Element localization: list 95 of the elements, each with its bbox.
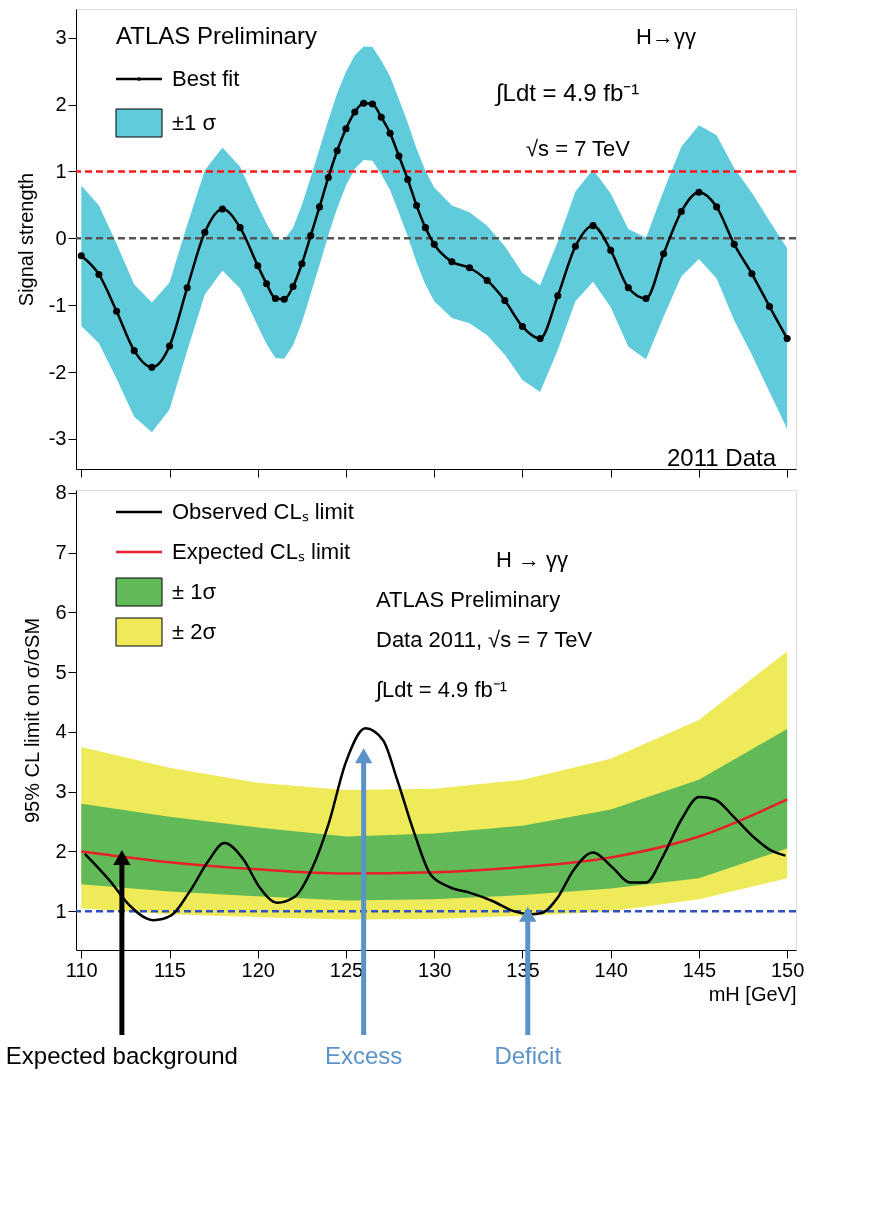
y-tick-label: 5	[55, 660, 67, 683]
annotation: ATLAS Preliminary	[376, 587, 561, 612]
annotation: Excess	[324, 1042, 403, 1069]
y-tick-label: -3	[48, 427, 67, 450]
legend-label: Observed CLₛ limit	[172, 499, 354, 524]
y-tick-label: 6	[55, 600, 67, 623]
line-series	[80, 798, 789, 875]
annotation: H → γγ	[496, 547, 569, 572]
point	[236, 224, 244, 232]
point	[307, 232, 315, 240]
x-tick-label: 150	[770, 958, 805, 981]
x-axis-title: mH [GeV]	[708, 982, 797, 1005]
point	[413, 202, 421, 210]
point	[289, 282, 297, 290]
annotation: ∫Ldt = 4.9 fb⁻¹	[494, 79, 640, 107]
point	[421, 224, 429, 232]
y-tick-label: 2	[55, 93, 67, 116]
point	[783, 335, 791, 343]
y-axis-title: Signal strength	[14, 172, 37, 307]
annotation: Data 2011, √s = 7 TeV	[376, 627, 593, 652]
point	[280, 295, 288, 303]
point	[148, 363, 156, 371]
annotation: √s = 7 TeV	[526, 136, 631, 161]
point	[201, 228, 209, 236]
legend-label: Best fit	[172, 66, 240, 91]
point	[624, 284, 632, 292]
y-tick-label: -2	[48, 360, 67, 383]
legend-label: Expected CLₛ limit	[172, 539, 351, 564]
y-tick-label: 8	[55, 481, 67, 504]
point	[765, 303, 774, 311]
point	[465, 264, 474, 272]
point	[315, 203, 324, 211]
point	[263, 280, 271, 288]
annotation: Deficit	[494, 1042, 562, 1069]
point	[165, 342, 174, 350]
point	[368, 100, 377, 108]
point	[95, 270, 103, 278]
annotation: Expected background	[5, 1042, 238, 1069]
point	[483, 276, 491, 284]
point	[448, 258, 456, 266]
y-tick-label: 1	[55, 159, 67, 182]
point	[298, 260, 306, 268]
point	[395, 152, 403, 160]
legend-label: ± 1σ	[172, 579, 217, 604]
point	[713, 203, 721, 211]
point	[695, 188, 703, 196]
point	[386, 129, 394, 137]
y-tick-label: 0	[55, 226, 67, 249]
annotation: 2011 Data	[667, 444, 777, 471]
x-tick-label: 145	[682, 958, 717, 981]
y-tick-label: 7	[55, 541, 67, 564]
point	[518, 323, 527, 331]
point	[430, 240, 438, 248]
annotation: ∫Ldt = 4.9 fb⁻¹	[374, 677, 508, 702]
point	[351, 108, 359, 116]
point	[677, 208, 685, 216]
point	[554, 292, 562, 300]
x-tick-label: 115	[154, 958, 186, 981]
y-tick-label: 2	[55, 839, 67, 862]
y-tick-label: 3	[55, 780, 67, 803]
y-tick-label: 1	[55, 899, 67, 922]
point	[183, 284, 191, 292]
point	[77, 252, 85, 260]
y-axis-title: 95% CL limit on σ/σSM	[21, 617, 44, 824]
legend-label: ± 2σ	[172, 619, 217, 644]
point	[324, 173, 332, 182]
point	[130, 347, 138, 355]
y-tick-label: -1	[48, 293, 67, 316]
point	[589, 222, 597, 230]
point	[607, 246, 615, 254]
annotation: ATLAS Preliminary	[116, 22, 317, 49]
point	[730, 240, 738, 248]
point	[333, 147, 341, 155]
point	[271, 294, 279, 303]
point	[536, 335, 544, 343]
point	[571, 242, 579, 250]
point	[254, 262, 262, 270]
point	[642, 294, 650, 303]
point	[377, 113, 385, 121]
x-tick-label: 120	[241, 958, 275, 981]
x-tick-label: 130	[418, 958, 452, 981]
point	[404, 175, 412, 184]
point	[360, 99, 368, 107]
point	[218, 205, 227, 213]
y-tick-label: 3	[55, 26, 67, 49]
x-tick-label: 140	[594, 958, 628, 981]
annotation: H→γγ	[636, 24, 696, 49]
point	[113, 307, 121, 315]
legend-label: ±1 σ	[172, 110, 217, 135]
point	[660, 250, 668, 258]
point	[748, 270, 756, 278]
point	[501, 296, 509, 305]
point	[342, 125, 350, 133]
x-tick-label: 110	[65, 958, 98, 981]
y-tick-label: 4	[55, 720, 67, 743]
